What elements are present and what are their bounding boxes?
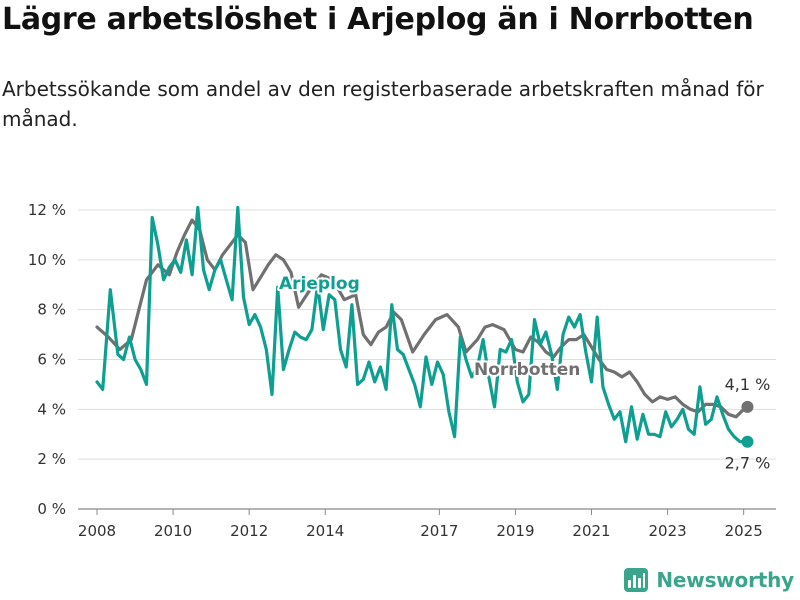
x-tick-label: 2017: [420, 522, 458, 540]
end-point-arjeplog: [741, 435, 754, 448]
x-tick-label: 2023: [648, 522, 686, 540]
series-name-label-norrbotten: Norrbotten: [474, 360, 580, 380]
brand-logo: Newsworthy: [624, 566, 794, 594]
series-line-arjeplog: [95, 205, 750, 444]
series-lines: [95, 205, 754, 448]
y-tick-label: 0 %: [37, 500, 66, 518]
bar-chart-logo-icon: [624, 568, 649, 592]
x-tick-label: 2010: [154, 522, 192, 540]
end-value-label-norrbotten: 4,1 %: [725, 375, 771, 394]
x-tick-label: 2019: [496, 522, 534, 540]
x-tick-label: 2025: [725, 522, 763, 540]
y-tick-label: 6 %: [37, 351, 66, 369]
end-value-label-arjeplog: 2,7 %: [725, 454, 771, 473]
page-subtitle: Arbetssökande som andel av den registerb…: [2, 77, 764, 131]
x-tick-label: 2021: [572, 522, 610, 540]
series-line-norrbotten: [95, 218, 750, 419]
series-labels: Arjeplog Norrbotten 4,1 % 2,7 %: [277, 272, 771, 473]
end-point-norrbotten: [741, 400, 754, 413]
y-tick-label: 12 %: [28, 201, 66, 219]
x-tick-label: 2014: [306, 522, 344, 540]
y-tick-label: 8 %: [37, 301, 66, 319]
brand-name: Newsworthy: [656, 568, 794, 592]
axes: 0 % 2 % 4 % 6 % 8 % 10 % 12 % 2008 2010 2012 2014 2…: [28, 201, 763, 540]
x-tick-label: 2008: [78, 522, 116, 540]
series-name-label-arjeplog: Arjeplog: [279, 274, 360, 294]
page-title: Lägre arbetslöshet i Arjeplog än i Norrb…: [2, 2, 754, 37]
x-tick-label: 2012: [230, 522, 268, 540]
y-tick-label: 10 %: [28, 251, 66, 269]
y-tick-label: 2 %: [37, 450, 66, 468]
y-tick-label: 4 %: [37, 400, 66, 418]
